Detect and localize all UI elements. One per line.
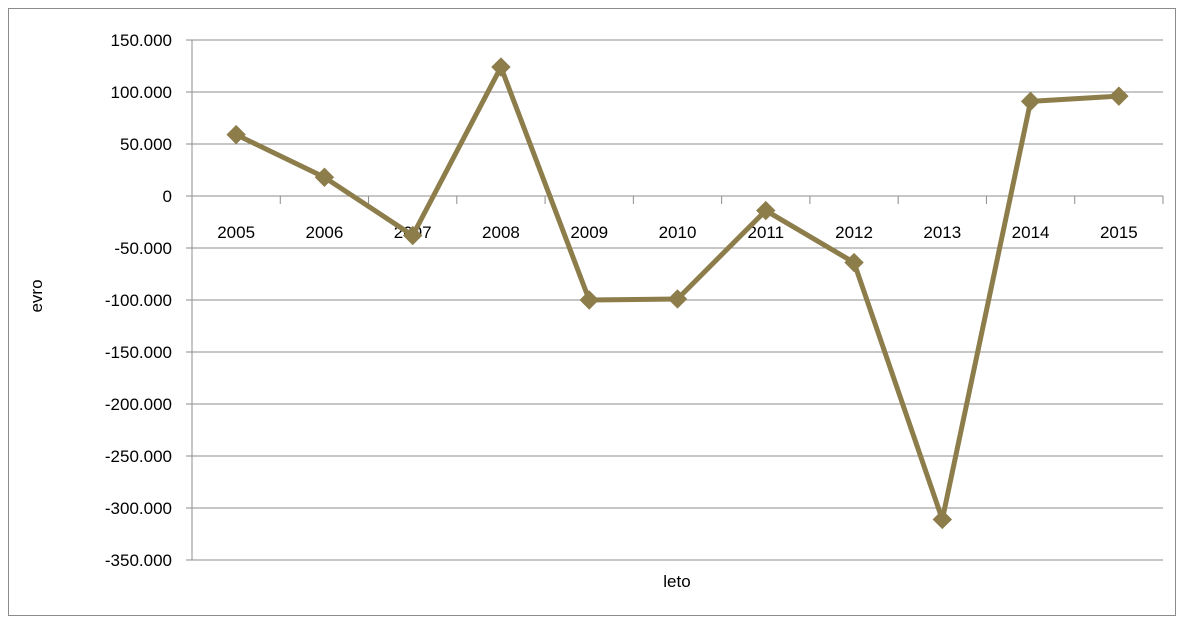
data-point-marker <box>667 289 688 309</box>
data-point-marker <box>844 252 864 273</box>
y-tick-labels: 150.000 100.000 50.000 0 -50.000 -100.000 -150… <box>105 31 172 570</box>
y-tick-label: 0 <box>163 187 172 206</box>
x-axis-title: leto <box>663 572 690 591</box>
x-tick-label: 2013 <box>923 223 961 242</box>
data-point-marker <box>491 57 511 77</box>
y-tick-label: -200.000 <box>105 395 172 414</box>
data-point-marker <box>756 200 776 221</box>
x-tick-label: 2011 <box>747 223 784 242</box>
y-tick-label: -300.000 <box>105 499 172 518</box>
y-axis-title: evro <box>27 279 46 312</box>
y-tick-label: 150.000 <box>111 31 172 50</box>
y-tick-label: -50.000 <box>114 239 172 258</box>
data-point-marker <box>579 290 599 310</box>
y-tick-label: -150.000 <box>105 343 172 362</box>
x-tick-label: 2012 <box>835 223 873 242</box>
y-tick-label: 50.000 <box>120 135 172 154</box>
data-point-marker <box>1109 86 1129 106</box>
gridlines <box>186 39 1163 561</box>
chart-frame <box>8 8 1176 616</box>
series <box>226 57 1129 530</box>
x-tick-label: 2014 <box>1012 223 1050 242</box>
data-point-marker <box>1020 91 1041 112</box>
y-tick-label: -100.000 <box>105 291 172 310</box>
y-tick-label: 100.000 <box>111 83 172 102</box>
y-tick-label: -350.000 <box>105 551 172 570</box>
data-point-marker <box>226 124 246 145</box>
x-tick-labels: 2005200620072008200920102011201220132014… <box>217 223 1138 242</box>
x-tick-label: 2008 <box>482 223 520 242</box>
x-tick-label: 2005 <box>217 223 255 242</box>
data-point-marker <box>932 509 953 530</box>
x-tick-label: 2010 <box>659 223 697 242</box>
x-tick-label: 2015 <box>1100 223 1138 242</box>
data-point-marker <box>402 225 423 246</box>
x-tick-label: 2009 <box>570 223 608 242</box>
data-point-marker <box>314 167 335 187</box>
x-tick-label: 2006 <box>305 223 343 242</box>
y-tick-label: -250.000 <box>105 447 172 466</box>
